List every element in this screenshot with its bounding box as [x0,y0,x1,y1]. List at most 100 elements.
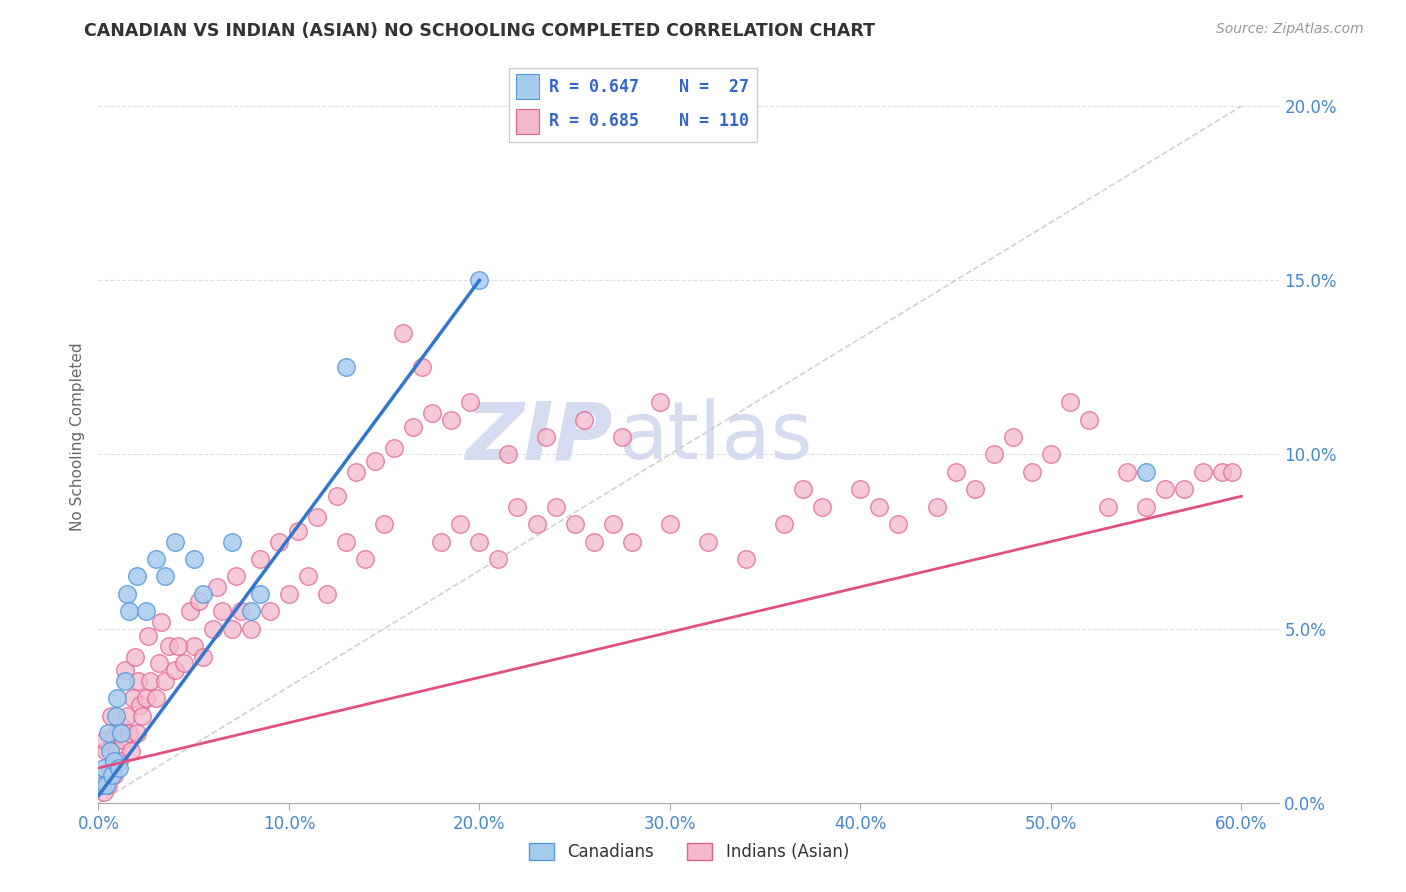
Point [167,639,190,653]
Point [145,552,167,566]
Point [1154,483,1177,497]
Point [148,657,170,671]
Point [135,691,157,706]
Legend: Canadians, Indians (Asian): Canadians, Indians (Asian) [522,836,856,868]
Point [792,483,814,497]
Point [382,441,405,455]
Point [139,673,162,688]
Point [849,483,872,497]
Point [98,761,121,775]
Point [103,754,125,768]
Point [110,726,132,740]
Point [496,448,519,462]
Point [1220,465,1243,479]
Point [103,768,125,782]
Point [91,778,114,792]
Text: atlas: atlas [619,398,813,476]
Point [221,622,243,636]
Point [100,708,122,723]
Point [582,534,605,549]
Point [945,465,967,479]
Point [1097,500,1119,514]
Point [110,719,132,733]
Point [1021,465,1043,479]
Point [307,510,329,524]
Point [193,649,215,664]
Point [325,489,347,503]
Point [112,733,135,747]
Point [145,691,167,706]
Point [127,673,149,688]
Point [100,733,122,747]
Point [98,743,121,757]
Text: CANADIAN VS INDIAN (ASIAN) NO SCHOOLING COMPLETED CORRELATION CHART: CANADIAN VS INDIAN (ASIAN) NO SCHOOLING … [84,22,876,40]
Point [697,534,720,549]
Point [135,604,157,618]
Point [163,534,186,549]
Point [201,622,224,636]
Point [183,639,205,653]
Point [120,743,142,757]
Point [163,664,186,678]
Point [572,412,595,426]
Point [107,691,129,706]
Point [773,517,796,532]
Point [612,430,634,444]
Point [287,524,309,538]
Point [963,483,986,497]
Point [458,395,481,409]
Point [91,768,114,782]
Point [114,664,136,678]
FancyBboxPatch shape [509,68,756,142]
Point [157,639,180,653]
Point [449,517,471,532]
Point [118,604,141,618]
Point [430,534,453,549]
Point [392,326,415,340]
Point [1211,465,1233,479]
Point [468,273,491,287]
Text: ZIP: ZIP [465,398,612,476]
Point [335,360,357,375]
Point [297,569,319,583]
Point [124,649,146,664]
Point [1039,448,1062,462]
Point [526,517,548,532]
Text: R = 0.647    N =  27: R = 0.647 N = 27 [550,78,749,95]
Point [121,691,143,706]
Point [94,743,117,757]
Point [104,726,127,740]
Point [1116,465,1139,479]
Point [108,761,131,775]
Point [150,615,173,629]
Point [125,726,148,740]
Point [108,754,131,768]
Point [354,552,377,566]
Point [94,778,117,792]
Point [153,569,176,583]
Point [93,761,115,775]
Point [402,419,425,434]
Point [811,500,834,514]
Point [534,430,557,444]
Point [868,500,890,514]
Point [411,360,433,375]
Point [188,594,211,608]
Point [100,768,122,782]
Point [97,726,120,740]
Point [1135,465,1157,479]
Point [316,587,339,601]
Point [735,552,758,566]
Point [506,500,529,514]
Point [335,534,357,549]
Point [420,406,443,420]
Point [225,569,247,583]
Point [136,629,159,643]
Point [153,673,176,688]
Point [179,604,201,618]
Y-axis label: No Schooling Completed: No Schooling Completed [69,343,84,532]
Point [363,454,385,468]
Point [925,500,948,514]
Point [205,580,228,594]
Point [373,517,395,532]
